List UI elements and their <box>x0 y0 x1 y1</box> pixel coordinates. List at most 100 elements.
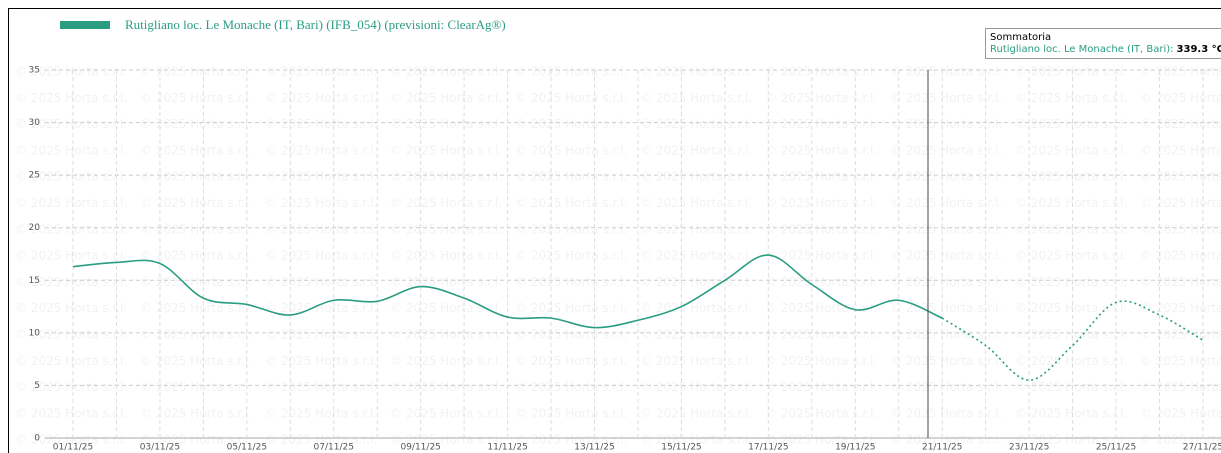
watermark: © 2025 Horta s.r.l. <box>765 65 877 79</box>
watermark: © 2025 Horta s.r.l. <box>640 65 752 79</box>
watermark: © 2025 Horta s.r.l. <box>265 65 377 79</box>
watermark: © 2025 Horta s.r.l. <box>1140 91 1221 105</box>
watermark: © 2025 Horta s.r.l. <box>515 275 627 289</box>
watermark: © 2025 Horta s.r.l. <box>140 328 252 342</box>
watermark: © 2025 Horta s.r.l. <box>1140 328 1221 342</box>
watermark: © 2025 Horta s.r.l. <box>1015 354 1127 368</box>
tooltip-title: Sommatoria <box>990 32 1051 43</box>
x-tick-label: 01/11/25 <box>53 443 93 453</box>
watermark: © 2025 Horta s.r.l. <box>765 222 877 236</box>
x-tick-label: 05/11/25 <box>227 443 267 453</box>
watermark: © 2025 Horta s.r.l. <box>390 222 502 236</box>
watermark: © 2025 Horta s.r.l. <box>140 65 252 79</box>
watermark: © 2025 Horta s.r.l. <box>15 196 127 210</box>
watermark: © 2025 Horta s.r.l. <box>390 301 502 315</box>
x-tick-label: 13/11/25 <box>574 443 614 453</box>
watermark: © 2025 Horta s.r.l. <box>890 222 1002 236</box>
watermark: © 2025 Horta s.r.l. <box>890 117 1002 131</box>
watermark: © 2025 Horta s.r.l. <box>15 328 127 342</box>
watermark: © 2025 Horta s.r.l. <box>640 170 752 184</box>
watermark: © 2025 Horta s.r.l. <box>890 249 1002 263</box>
watermark: © 2025 Horta s.r.l. <box>515 301 627 315</box>
watermark: © 2025 Horta s.r.l. <box>640 222 752 236</box>
watermark: © 2025 Horta s.r.l. <box>890 65 1002 79</box>
watermark: © 2025 Horta s.r.l. <box>140 354 252 368</box>
watermark: © 2025 Horta s.r.l. <box>140 222 252 236</box>
watermark: © 2025 Horta s.r.l. <box>1015 275 1127 289</box>
watermark: © 2025 Horta s.r.l. <box>765 406 877 420</box>
watermark: © 2025 Horta s.r.l. <box>640 117 752 131</box>
watermark: © 2025 Horta s.r.l. <box>1015 406 1127 420</box>
y-tick-label: 20 <box>29 223 41 233</box>
watermark: © 2025 Horta s.r.l. <box>765 328 877 342</box>
watermark: © 2025 Horta s.r.l. <box>1140 143 1221 157</box>
tooltip-value: 339.3 °C <box>1177 44 1221 55</box>
watermark: © 2025 Horta s.r.l. <box>140 275 252 289</box>
watermarks: © 2025 Horta s.r.l. © 2025 Horta s.r.l. © … <box>15 65 1221 447</box>
watermark: © 2025 Horta s.r.l. <box>890 196 1002 210</box>
watermark: © 2025 Horta s.r.l. <box>765 249 877 263</box>
watermark: © 2025 Horta s.r.l. <box>890 275 1002 289</box>
watermark: © 2025 Horta s.r.l. <box>1140 170 1221 184</box>
watermark: © 2025 Horta s.r.l. <box>765 91 877 105</box>
watermark: © 2025 Horta s.r.l. <box>1015 143 1127 157</box>
watermark: © 2025 Horta s.r.l. <box>1015 91 1127 105</box>
watermark: © 2025 Horta s.r.l. <box>765 196 877 210</box>
watermark: © 2025 Horta s.r.l. <box>1015 328 1127 342</box>
x-tick-label: 17/11/25 <box>748 443 788 453</box>
watermark: © 2025 Horta s.r.l. <box>265 406 377 420</box>
watermark: © 2025 Horta s.r.l. <box>390 196 502 210</box>
watermark: © 2025 Horta s.r.l. <box>15 222 127 236</box>
watermark: © 2025 Horta s.r.l. <box>890 354 1002 368</box>
watermark: © 2025 Horta s.r.l. <box>265 380 377 394</box>
watermark: © 2025 Horta s.r.l. <box>515 117 627 131</box>
watermark: © 2025 Horta s.r.l. <box>515 380 627 394</box>
watermark: © 2025 Horta s.r.l. <box>390 143 502 157</box>
watermark: © 2025 Horta s.r.l. <box>640 249 752 263</box>
watermark: © 2025 Horta s.r.l. <box>890 170 1002 184</box>
x-tick-label: 19/11/25 <box>835 443 875 453</box>
watermark: © 2025 Horta s.r.l. <box>265 196 377 210</box>
legend-label: Rutigliano loc. Le Monache (IT, Bari) (I… <box>125 17 506 32</box>
watermark: © 2025 Horta s.r.l. <box>765 143 877 157</box>
tooltip-line: Rutigliano loc. Le Monache (IT, Bari): 33… <box>990 44 1221 55</box>
watermark: © 2025 Horta s.r.l. <box>515 170 627 184</box>
watermark: © 2025 Horta s.r.l. <box>1140 406 1221 420</box>
watermark: © 2025 Horta s.r.l. <box>265 222 377 236</box>
watermark: © 2025 Horta s.r.l. <box>1015 249 1127 263</box>
x-tick-label: 25/11/25 <box>1096 443 1136 453</box>
y-tick-label: 15 <box>29 276 40 286</box>
watermark: © 2025 Horta s.r.l. <box>515 91 627 105</box>
watermark: © 2025 Horta s.r.l. <box>640 433 752 447</box>
watermark: © 2025 Horta s.r.l. <box>1140 301 1221 315</box>
watermark: © 2025 Horta s.r.l. <box>140 143 252 157</box>
watermark: © 2025 Horta s.r.l. <box>640 380 752 394</box>
watermark: © 2025 Horta s.r.l. <box>640 301 752 315</box>
watermark: © 2025 Horta s.r.l. <box>1015 196 1127 210</box>
watermark: © 2025 Horta s.r.l. <box>1015 433 1127 447</box>
x-tick-label: 07/11/25 <box>314 443 354 453</box>
watermark: © 2025 Horta s.r.l. <box>765 354 877 368</box>
y-tick-label: 10 <box>29 328 41 338</box>
watermark: © 2025 Horta s.r.l. <box>640 91 752 105</box>
watermark: © 2025 Horta s.r.l. <box>890 143 1002 157</box>
watermark: © 2025 Horta s.r.l. <box>515 65 627 79</box>
watermark: © 2025 Horta s.r.l. <box>140 433 252 447</box>
watermark: © 2025 Horta s.r.l. <box>140 406 252 420</box>
watermark: © 2025 Horta s.r.l. <box>890 301 1002 315</box>
watermark: © 2025 Horta s.r.l. <box>140 170 252 184</box>
watermark: © 2025 Horta s.r.l. <box>1015 170 1127 184</box>
x-tick-label: 15/11/25 <box>661 443 701 453</box>
line-series <box>72 254 943 329</box>
watermark: © 2025 Horta s.r.l. <box>515 196 627 210</box>
y-tick-label: 35 <box>29 66 40 76</box>
watermark: © 2025 Horta s.r.l. <box>515 328 627 342</box>
watermark: © 2025 Horta s.r.l. <box>640 354 752 368</box>
watermark: © 2025 Horta s.r.l. <box>890 91 1002 105</box>
watermark: © 2025 Horta s.r.l. <box>390 380 502 394</box>
watermark: © 2025 Horta s.r.l. <box>265 354 377 368</box>
watermark: © 2025 Horta s.r.l. <box>515 222 627 236</box>
watermark: © 2025 Horta s.r.l. <box>765 380 877 394</box>
watermark: © 2025 Horta s.r.l. <box>390 354 502 368</box>
y-tick-label: 30 <box>29 118 41 128</box>
